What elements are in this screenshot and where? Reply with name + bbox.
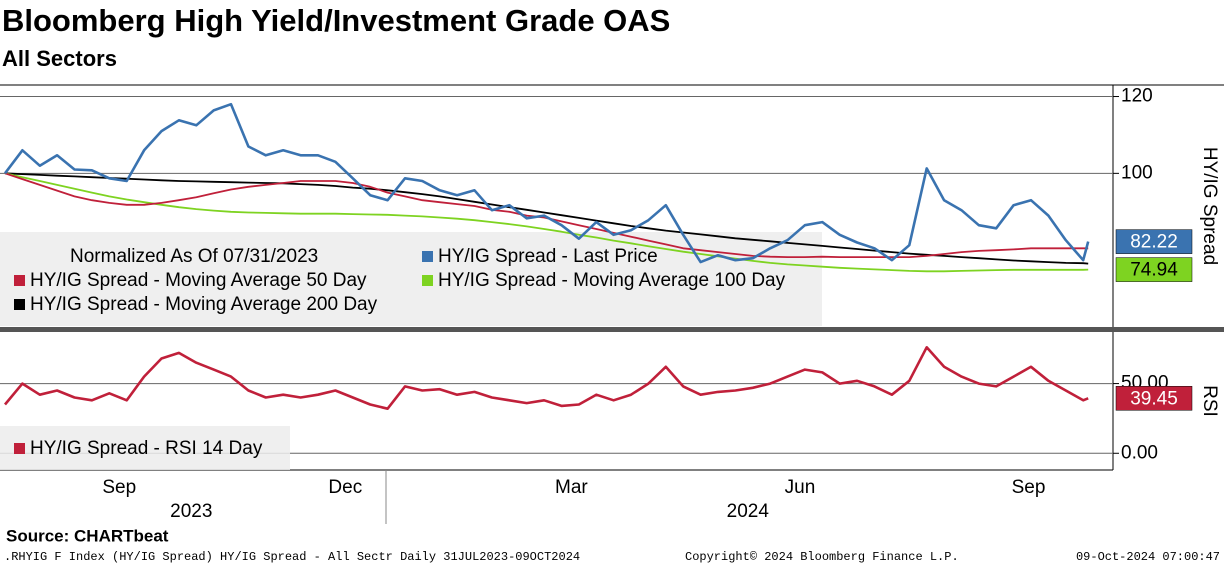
series-line — [3, 102, 1090, 264]
legend-box — [0, 426, 290, 470]
source: Source: CHARTbeat — [6, 526, 169, 545]
series-line — [4, 172, 1089, 265]
legend-label: HY/IG Spread - Moving Average 50 Day — [30, 270, 367, 291]
y-tick-label: 100 — [1121, 162, 1153, 183]
year-label: 2023 — [170, 501, 212, 522]
end-tag — [1115, 229, 1193, 254]
x-tick-label: Sep — [102, 477, 136, 498]
chart-title: Bloomberg High Yield/Investment Grade OA… — [2, 3, 670, 38]
end-tag-label: 74.94 — [1130, 260, 1178, 281]
footer-left: .RHYIG F Index (HY/IG Spread) HY/IG Spre… — [4, 550, 580, 564]
y-axis-title: RSI — [1199, 385, 1220, 417]
end-tag-label: 82.22 — [1130, 232, 1178, 253]
legend-note: Normalized As Of 07/31/2023 — [70, 246, 318, 267]
footer-center: Copyright© 2024 Bloomberg Finance L.P. — [685, 550, 959, 564]
panel-separator — [0, 327, 1224, 332]
legend-label: HY/IG Spread - Last Price — [438, 246, 658, 267]
legend-swatch — [14, 299, 25, 310]
y-tick-label: 0.00 — [1121, 442, 1158, 463]
end-tag-label: 39.45 — [1130, 388, 1178, 409]
series-line — [4, 346, 1089, 410]
year-label: 2024 — [727, 501, 770, 522]
legend-swatch — [14, 443, 25, 454]
legend-label: HY/IG Spread - Moving Average 200 Day — [30, 294, 378, 315]
legend-swatch — [14, 275, 25, 286]
x-tick-label: Dec — [328, 477, 362, 498]
y-axis-title: HY/IG Spread — [1199, 147, 1220, 265]
y-tick-label: 120 — [1121, 86, 1153, 107]
series-line — [4, 172, 1089, 273]
legend-label: HY/IG Spread - RSI 14 Day — [30, 438, 263, 459]
x-tick-label: Jun — [785, 477, 816, 498]
end-tag — [1115, 257, 1193, 282]
end-tag — [1115, 386, 1193, 411]
legend-label: HY/IG Spread - Moving Average 100 Day — [438, 270, 786, 291]
chart-subtitle: All Sectors — [2, 46, 117, 71]
legend-swatch — [422, 275, 433, 286]
x-tick-label: Mar — [555, 477, 588, 498]
legend-swatch — [422, 251, 433, 262]
footer-right: 09-Oct-2024 07:00:47 — [1076, 550, 1220, 564]
x-tick-label: Sep — [1012, 477, 1046, 498]
